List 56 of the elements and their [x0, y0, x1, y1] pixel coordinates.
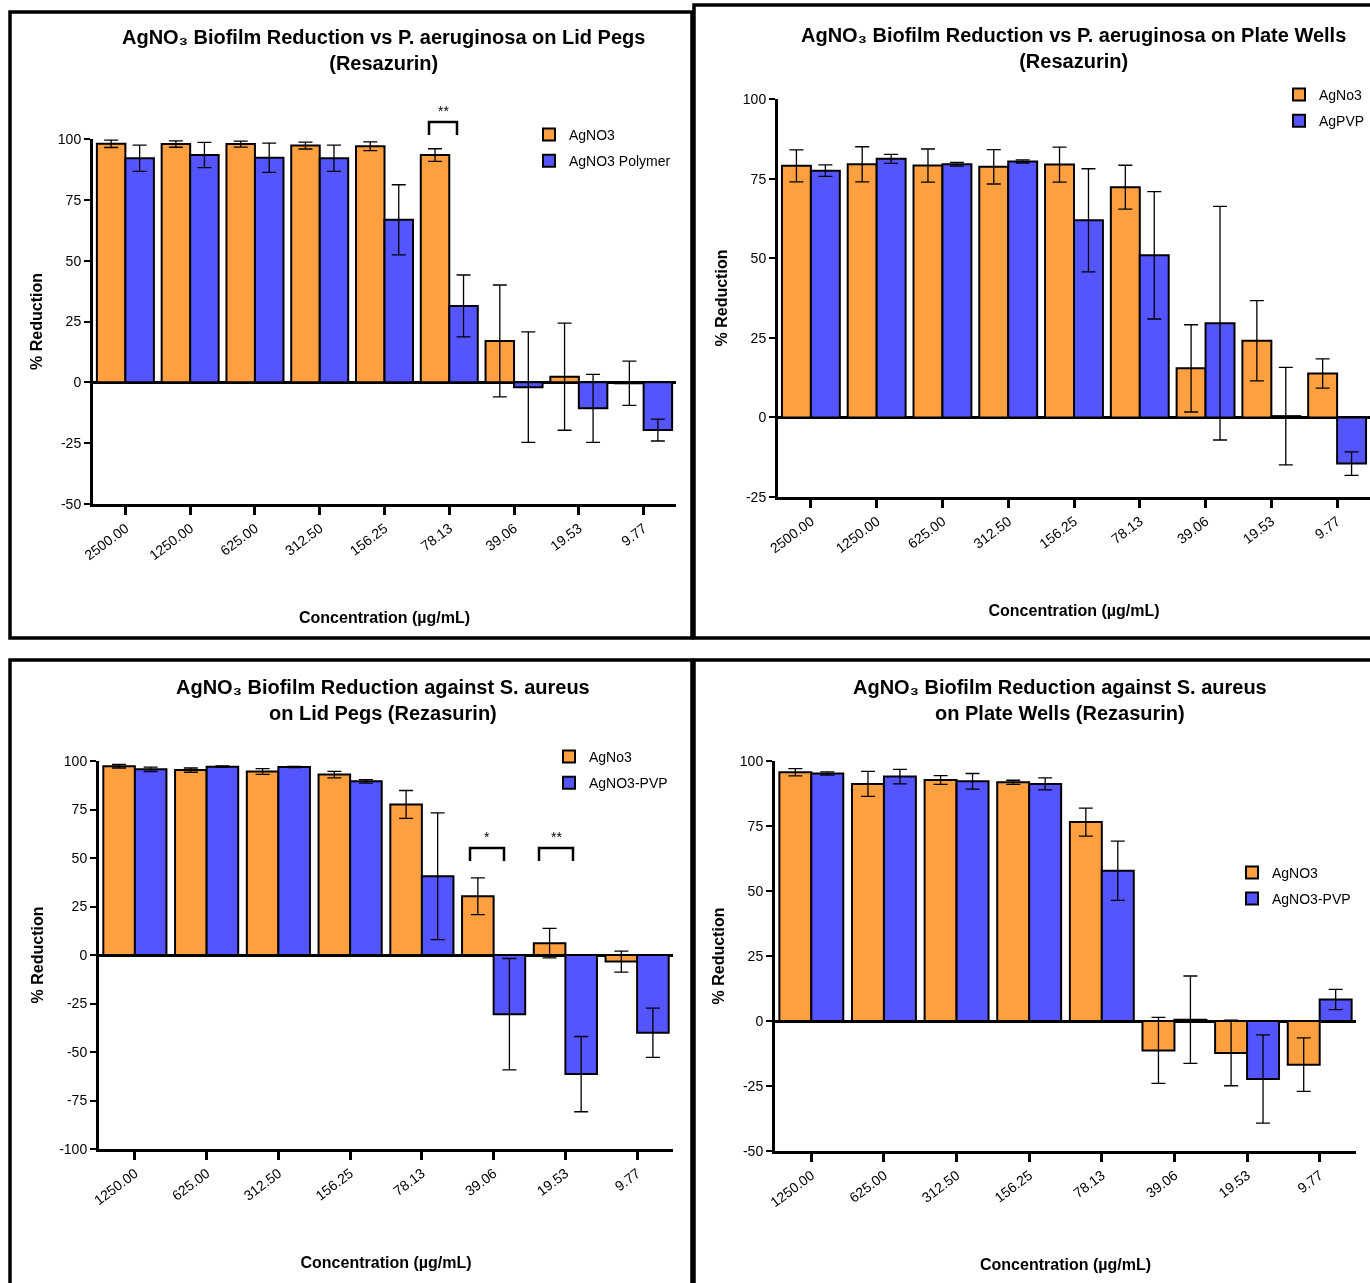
legend-label: AgNO3: [569, 127, 616, 144]
y-tick-label: -25: [742, 1077, 764, 1094]
y-axis-title: % Reduction: [29, 906, 47, 1004]
annotation: *: [484, 829, 490, 845]
y-tick-label: 75: [747, 817, 764, 834]
y-tick-label: 0: [755, 1012, 764, 1029]
legend-label: AgPVP: [1319, 113, 1365, 130]
text: **: [438, 103, 450, 119]
y-axis-title: % Reduction: [709, 907, 727, 1005]
y-tick-label: -75: [66, 1092, 88, 1109]
legend-label: AgNO3: [1272, 864, 1319, 881]
legend-label: AgNo3: [1319, 87, 1363, 104]
x-axis-title: Concentration (µg/mL): [299, 608, 470, 626]
x-tick-label: 9.77: [1311, 512, 1344, 543]
legend-label: AgNO3 Polymer: [569, 153, 671, 170]
chart-title: AgNO₃ Biofilm Reduction vs P. aeruginosa on Plate Wells (Resazurin): [801, 24, 1347, 72]
x-tick-label: 9.77: [1294, 1166, 1326, 1197]
y-tick-label: 75: [750, 170, 767, 187]
y-tick-label: 25: [65, 313, 82, 330]
x-axis-title: Concentration (µg/mL): [980, 1255, 1151, 1273]
y-tick-label: 75: [71, 801, 88, 818]
x-tick-label: 9.77: [611, 1164, 644, 1195]
y-tick-label: 25: [750, 329, 767, 346]
annotation: **: [551, 829, 563, 845]
x-tick-label: 9.77: [618, 519, 650, 550]
y-tick-label: 100: [739, 752, 764, 769]
y-tick-label: 100: [63, 752, 88, 769]
x-axis-title: Concentration (µg/mL): [988, 601, 1160, 619]
y-tick-label: 25: [747, 947, 764, 964]
y-tick-label: 0: [79, 946, 88, 963]
y-axis-title: % Reduction: [712, 249, 730, 347]
y-tick-label: 50: [71, 849, 88, 866]
y-tick-label: 50: [750, 250, 767, 267]
y-tick-label: 0: [73, 374, 82, 391]
y-tick-label: 100: [57, 130, 82, 147]
y-tick-label: 50: [747, 882, 764, 899]
y-tick-label: -25: [60, 435, 82, 452]
x-axis-title: Concentration (µg/mL): [300, 1253, 472, 1271]
y-tick-label: 0: [758, 409, 767, 426]
y-tick-label: -50: [60, 495, 82, 512]
y-tick-label: 75: [65, 191, 82, 208]
y-tick-label: -25: [745, 488, 767, 505]
y-tick-label: -100: [59, 1140, 88, 1157]
y-axis-title: % Reduction: [27, 273, 45, 370]
legend-label: AgNO3-PVP: [589, 775, 668, 792]
chart-title: AgNO₃ Biofilm Reduction against S. aureus on Plate Wells (Rezasurin): [853, 676, 1267, 724]
y-tick-label: -50: [742, 1142, 764, 1159]
chart-title: AgNO₃ Biofilm Reduction against S. aureus on Lid Pegs (Rezasurin): [176, 676, 590, 724]
legend-label: AgNo3: [589, 749, 633, 766]
y-tick-label: 25: [71, 898, 88, 915]
y-tick-label: 100: [742, 90, 767, 107]
legend-label: AgNO3-PVP: [1272, 891, 1351, 908]
y-tick-label: -50: [66, 1043, 88, 1060]
y-tick-label: -25: [66, 995, 88, 1012]
y-tick-label: 50: [65, 252, 82, 269]
chart-title: AgNO₃ Biofilm Reduction vs P. aeruginosa on Lid Pegs (Resazurin): [122, 26, 646, 74]
